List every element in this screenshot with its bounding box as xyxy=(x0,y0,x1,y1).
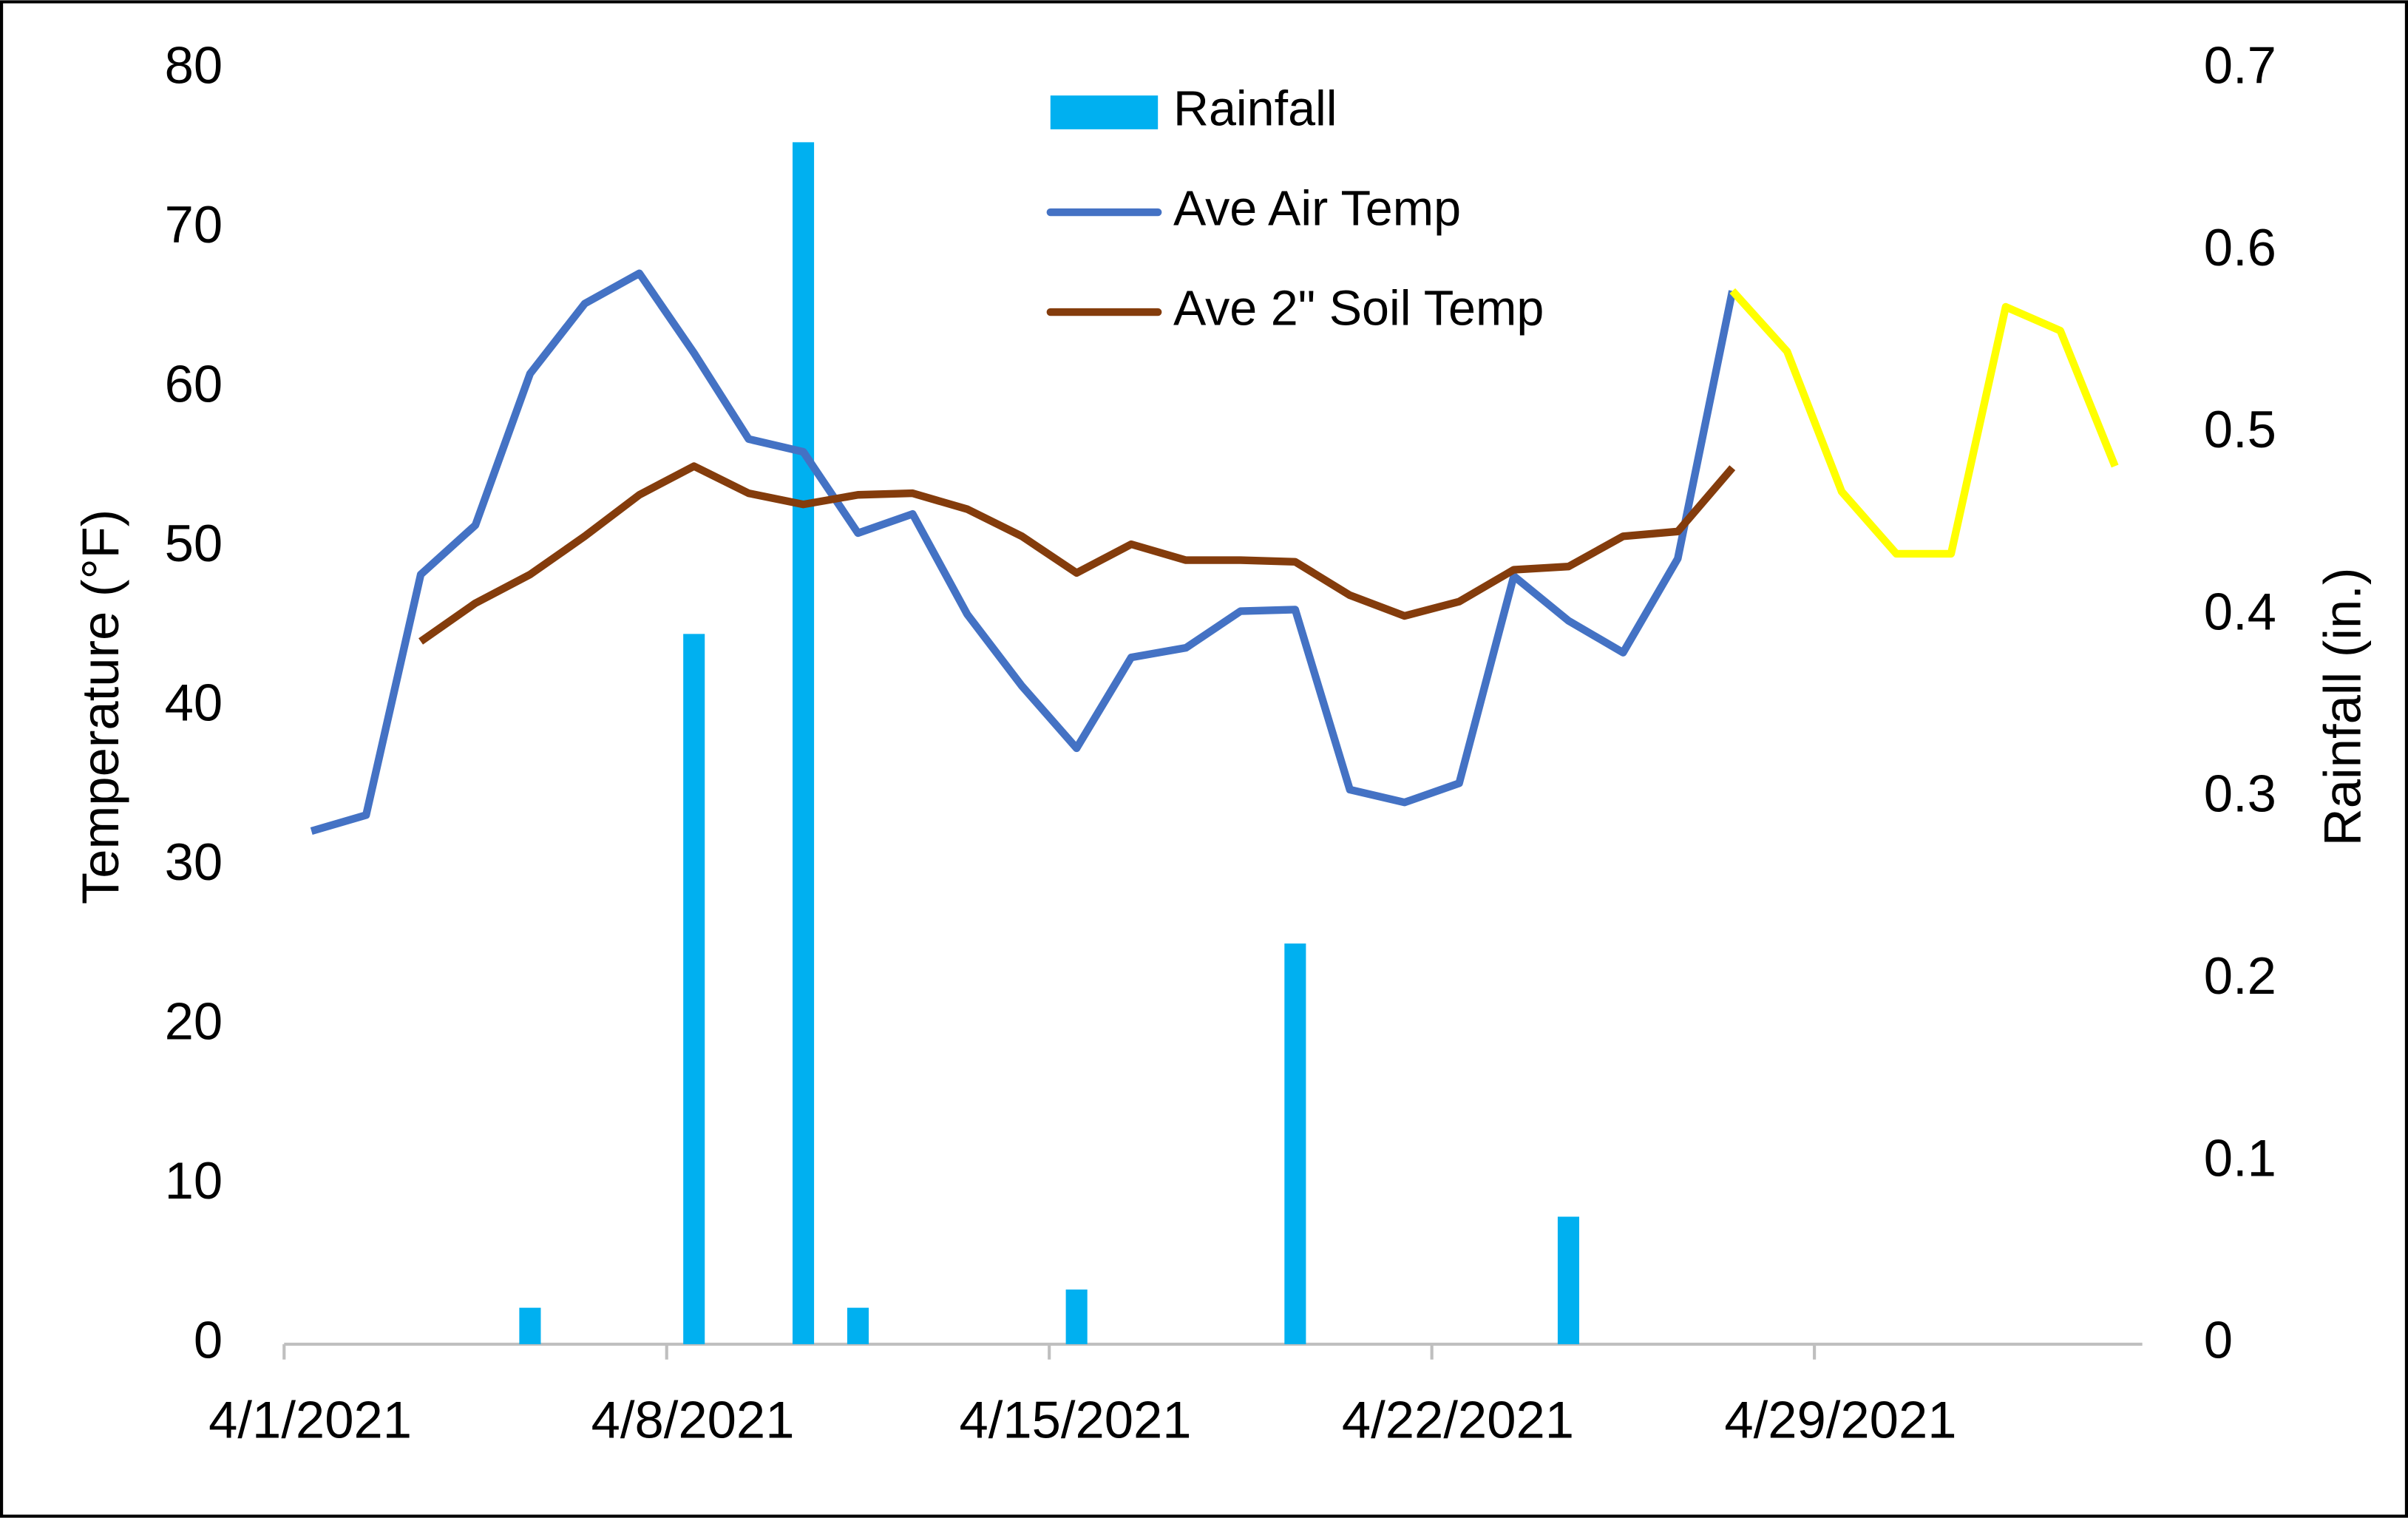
x-tick-label: 4/29/2021 xyxy=(1724,1391,1956,1449)
y-tick-label: 20 xyxy=(165,992,223,1051)
legend-label: Ave Air Temp xyxy=(1173,182,1461,237)
y2-tick-label: 0.1 xyxy=(2204,1128,2276,1187)
y2-tick-label: 0.6 xyxy=(2204,218,2276,277)
y2-axis-title: Rainfall (in.) xyxy=(2313,568,2372,847)
y-tick-label: 40 xyxy=(165,674,223,732)
y-tick-label: 10 xyxy=(165,1151,223,1210)
y2-tick-label: 0.3 xyxy=(2204,765,2276,823)
y-tick-label: 80 xyxy=(165,36,223,95)
y2-tick-label: 0 xyxy=(2204,1311,2233,1369)
legend-swatch xyxy=(1050,95,1159,129)
bar xyxy=(683,634,705,1344)
y2-tick-label: 0.4 xyxy=(2204,582,2276,640)
y2-tick-label: 0.5 xyxy=(2204,400,2276,458)
y-tick-label: 70 xyxy=(165,195,223,254)
bar xyxy=(793,142,815,1344)
x-tick-label: 4/8/2021 xyxy=(591,1391,795,1449)
bar xyxy=(1065,1290,1088,1344)
bar xyxy=(519,1307,541,1344)
y-tick-label: 50 xyxy=(165,514,223,572)
legend-label: Rainfall xyxy=(1173,82,1337,137)
line xyxy=(1729,288,2119,558)
y-tick-label: 30 xyxy=(165,833,223,891)
x-tick-label: 4/22/2021 xyxy=(1342,1391,1574,1449)
x-tick-label: 4/1/2021 xyxy=(208,1391,412,1449)
y-axis-title: Temperature (°F) xyxy=(71,509,129,904)
legend-label: Ave 2" Soil Temp xyxy=(1173,282,1544,336)
y2-tick-label: 0.7 xyxy=(2204,36,2276,95)
x-tick-label: 4/15/2021 xyxy=(959,1391,1191,1449)
bar xyxy=(1284,943,1306,1344)
line xyxy=(310,269,1737,835)
y2-tick-label: 0.2 xyxy=(2204,946,2276,1005)
bar xyxy=(1557,1216,1580,1344)
line xyxy=(418,462,1736,645)
y-tick-label: 60 xyxy=(165,355,223,413)
bar xyxy=(847,1307,869,1344)
y-tick-label: 0 xyxy=(194,1311,223,1369)
